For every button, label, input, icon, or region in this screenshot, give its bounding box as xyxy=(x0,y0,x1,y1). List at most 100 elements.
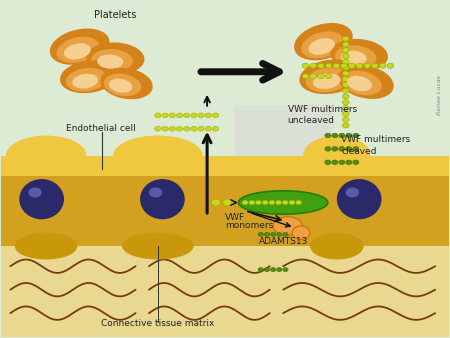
Circle shape xyxy=(169,126,176,131)
Circle shape xyxy=(325,63,332,68)
Circle shape xyxy=(346,133,352,138)
Circle shape xyxy=(339,133,345,138)
Circle shape xyxy=(318,74,324,79)
Ellipse shape xyxy=(337,179,382,219)
Ellipse shape xyxy=(140,179,185,219)
Circle shape xyxy=(302,63,309,68)
Bar xyxy=(1,155,449,246)
Circle shape xyxy=(270,268,276,271)
Ellipse shape xyxy=(19,179,64,219)
Text: Platelets: Platelets xyxy=(94,10,137,20)
Circle shape xyxy=(325,160,331,165)
Ellipse shape xyxy=(97,54,123,69)
Circle shape xyxy=(277,268,282,271)
Ellipse shape xyxy=(91,49,133,72)
Circle shape xyxy=(205,126,212,131)
Circle shape xyxy=(332,160,338,165)
Circle shape xyxy=(269,200,275,205)
Ellipse shape xyxy=(301,31,343,58)
Circle shape xyxy=(249,200,255,205)
Circle shape xyxy=(212,126,219,131)
Circle shape xyxy=(342,111,349,116)
Circle shape xyxy=(223,199,232,206)
Circle shape xyxy=(289,200,295,205)
Ellipse shape xyxy=(347,76,372,91)
Circle shape xyxy=(262,200,268,205)
Circle shape xyxy=(332,133,338,138)
Ellipse shape xyxy=(330,39,388,71)
Circle shape xyxy=(276,200,281,205)
Ellipse shape xyxy=(303,136,370,176)
Text: VWF multimers
cleaved: VWF multimers cleaved xyxy=(341,136,410,155)
Ellipse shape xyxy=(341,51,367,65)
Ellipse shape xyxy=(104,74,141,96)
Circle shape xyxy=(155,113,161,118)
Circle shape xyxy=(333,63,340,68)
Circle shape xyxy=(364,63,370,68)
Circle shape xyxy=(162,126,168,131)
Ellipse shape xyxy=(66,68,107,92)
Circle shape xyxy=(155,126,161,131)
Circle shape xyxy=(342,123,349,128)
Circle shape xyxy=(176,113,183,118)
Ellipse shape xyxy=(72,74,98,89)
Bar xyxy=(1,155,449,176)
Ellipse shape xyxy=(6,136,86,176)
Ellipse shape xyxy=(149,188,162,197)
Circle shape xyxy=(310,63,316,68)
Ellipse shape xyxy=(109,78,132,93)
Circle shape xyxy=(342,94,349,99)
Circle shape xyxy=(342,105,349,111)
Text: ADAMTS13: ADAMTS13 xyxy=(259,237,308,246)
Ellipse shape xyxy=(86,42,144,74)
Circle shape xyxy=(258,268,263,271)
Circle shape xyxy=(341,63,347,68)
Circle shape xyxy=(264,232,270,236)
Ellipse shape xyxy=(313,73,341,89)
Ellipse shape xyxy=(64,43,91,59)
Circle shape xyxy=(191,126,197,131)
Circle shape xyxy=(282,200,288,205)
Circle shape xyxy=(342,53,349,58)
Circle shape xyxy=(346,147,352,151)
Circle shape xyxy=(270,232,276,236)
Circle shape xyxy=(242,200,248,205)
Circle shape xyxy=(325,133,331,138)
Circle shape xyxy=(353,160,359,165)
Circle shape xyxy=(169,113,176,118)
Circle shape xyxy=(283,268,288,271)
Circle shape xyxy=(205,113,212,118)
Ellipse shape xyxy=(299,59,361,94)
Circle shape xyxy=(353,133,359,138)
Ellipse shape xyxy=(50,28,109,65)
Ellipse shape xyxy=(342,71,382,95)
Circle shape xyxy=(212,113,219,118)
Circle shape xyxy=(339,147,345,151)
Circle shape xyxy=(342,65,349,70)
Ellipse shape xyxy=(28,188,42,197)
Circle shape xyxy=(302,74,309,79)
Circle shape xyxy=(318,63,324,68)
Circle shape xyxy=(342,71,349,76)
Text: VWF: VWF xyxy=(225,213,245,222)
Circle shape xyxy=(353,147,359,151)
Circle shape xyxy=(256,200,261,205)
Circle shape xyxy=(342,117,349,122)
Circle shape xyxy=(346,160,352,165)
Ellipse shape xyxy=(310,233,364,260)
Circle shape xyxy=(198,126,204,131)
Circle shape xyxy=(339,160,345,165)
Text: Renee Lucas: Renee Lucas xyxy=(437,75,442,115)
Circle shape xyxy=(332,147,338,151)
Ellipse shape xyxy=(306,67,350,92)
Text: VWF multimers
uncleaved: VWF multimers uncleaved xyxy=(288,105,357,125)
Circle shape xyxy=(342,42,349,47)
Ellipse shape xyxy=(60,61,117,93)
Circle shape xyxy=(348,63,355,68)
Ellipse shape xyxy=(335,45,376,69)
Circle shape xyxy=(342,77,349,82)
Text: Connective tissue matrix: Connective tissue matrix xyxy=(101,319,215,328)
Circle shape xyxy=(176,126,183,131)
Ellipse shape xyxy=(308,38,335,55)
Ellipse shape xyxy=(292,226,310,239)
